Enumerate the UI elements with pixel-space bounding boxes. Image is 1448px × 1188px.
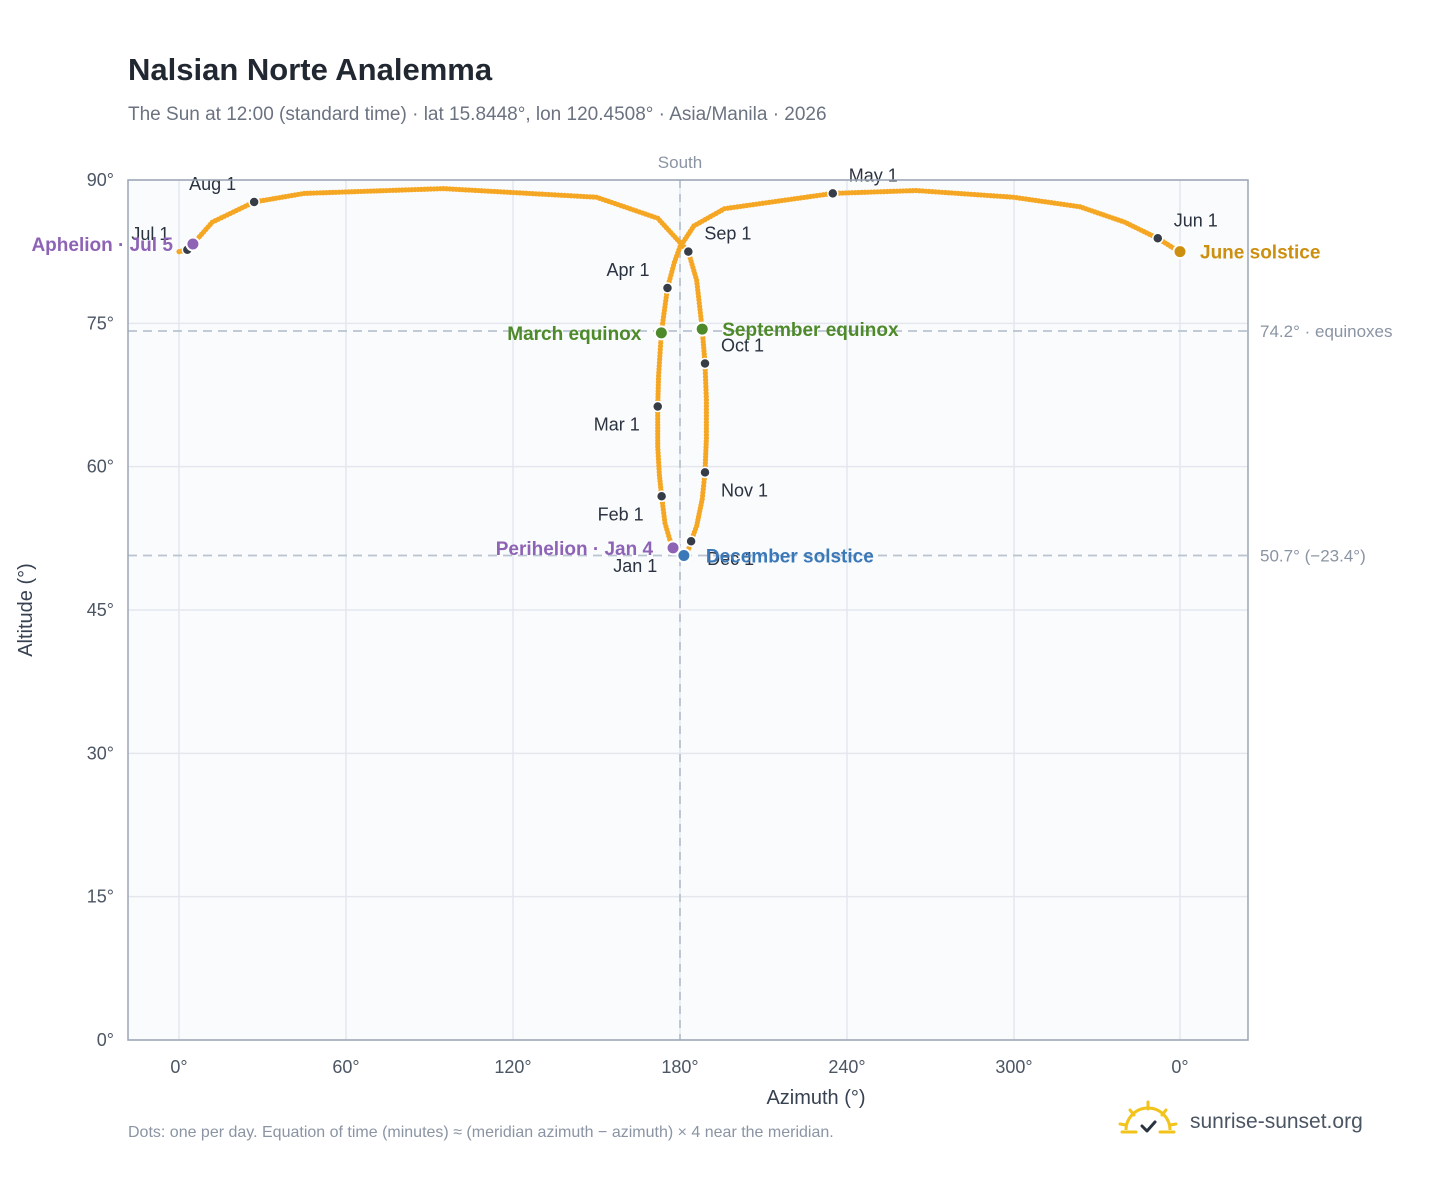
- key-event-label: June solstice: [1200, 243, 1320, 264]
- key-event-dot: [676, 548, 692, 564]
- month-marker-label: Nov 1: [721, 480, 768, 500]
- meridian-label: South: [658, 153, 702, 172]
- month-marker-dot: [651, 400, 664, 413]
- key-event-dot: [1172, 244, 1188, 260]
- month-marker-label: Mar 1: [594, 414, 640, 434]
- x-tick-label: 60°: [332, 1057, 359, 1077]
- month-marker-label: Feb 1: [598, 504, 644, 524]
- brand-logo[interactable]: sunrise-sunset.org: [1118, 1100, 1363, 1144]
- month-marker-label: May 1: [849, 165, 898, 185]
- y-tick-label: 0°: [97, 1030, 114, 1050]
- axes: 0° 60° 120° 180° 240° 300° 0° 0° 15° 30° 45° 60° 75°…: [15, 170, 1189, 1109]
- month-marker-dot: [827, 187, 839, 200]
- y-tick-label: 60°: [87, 457, 114, 477]
- month-marker-dot: [248, 196, 260, 208]
- grid-lines: [128, 179, 1248, 1041]
- sun-logo-icon: [1118, 1100, 1178, 1134]
- y-tick-label: 45°: [87, 600, 114, 620]
- brand-name: sunrise-sunset.org: [1190, 1110, 1363, 1133]
- y-tick-label: 90°: [87, 170, 114, 190]
- month-marker-label: Sep 1: [704, 224, 751, 244]
- key-event-label: September equinox: [722, 320, 899, 341]
- x-axis-label: Azimuth (°): [766, 1087, 865, 1109]
- x-tick-label: 180°: [661, 1057, 698, 1077]
- x-tick-label: 300°: [995, 1057, 1032, 1077]
- footnote: Dots: one per day. Equation of time (min…: [128, 1124, 834, 1141]
- month-markers: Jan 1 Feb 1 Mar 1 Apr 1 May 1 Jun 1 Jul 1 Aug 1…: [131, 165, 1218, 575]
- key-event-label: Aphelion · Jul 5: [31, 235, 173, 256]
- key-event-dot: [653, 325, 669, 341]
- month-marker-dot: [682, 245, 695, 258]
- reference-line-label: 50.7° (−23.4°): [1260, 547, 1366, 566]
- y-tick-label: 30°: [87, 743, 114, 763]
- month-marker-label: Apr 1: [606, 260, 649, 280]
- month-marker-dot: [1152, 232, 1164, 245]
- key-event-label: Perihelion · Jan 4: [496, 539, 654, 560]
- y-axis-label: Altitude (°): [15, 563, 37, 657]
- month-marker-label: Oct 1: [721, 335, 764, 355]
- reference-line-label: 74.2° · equinoxes: [1260, 322, 1393, 341]
- reference-lines: South 74.2° · equinoxes 50.7° (−23.4°): [128, 153, 1393, 1040]
- key-event-dot: [665, 540, 681, 556]
- key-event-dot: [694, 321, 710, 337]
- x-tick-label: 120°: [494, 1057, 531, 1077]
- month-marker-dot: [655, 490, 668, 503]
- month-marker-label: Jul 1: [131, 224, 169, 244]
- y-tick-label: 75°: [87, 313, 114, 333]
- key-event-label: December solstice: [706, 547, 874, 568]
- month-marker-label: Dec 1: [707, 549, 754, 569]
- plot-frame: [127, 179, 1249, 1041]
- month-marker-label: Jan 1: [613, 556, 657, 576]
- x-tick-label: 0°: [1171, 1057, 1188, 1077]
- month-marker-dot: [685, 535, 697, 547]
- y-tick-label: 15°: [87, 887, 114, 907]
- month-marker-dot: [699, 466, 711, 479]
- chart-title: Nalsian Norte Analemma: [128, 52, 493, 87]
- month-marker-label: Jun 1: [1174, 210, 1218, 230]
- month-marker-dot: [661, 282, 674, 294]
- chart-subtitle: The Sun at 12:00 (standard time) · lat 1…: [128, 104, 827, 125]
- key-event-dot: [185, 236, 201, 252]
- key-event-label: March equinox: [507, 324, 642, 345]
- month-marker-label: Aug 1: [189, 174, 236, 194]
- x-tick-label: 240°: [828, 1057, 865, 1077]
- x-tick-label: 0°: [170, 1057, 187, 1077]
- key-events: June solstice December solstice March equi…: [31, 235, 1320, 568]
- month-marker-dot: [699, 357, 711, 370]
